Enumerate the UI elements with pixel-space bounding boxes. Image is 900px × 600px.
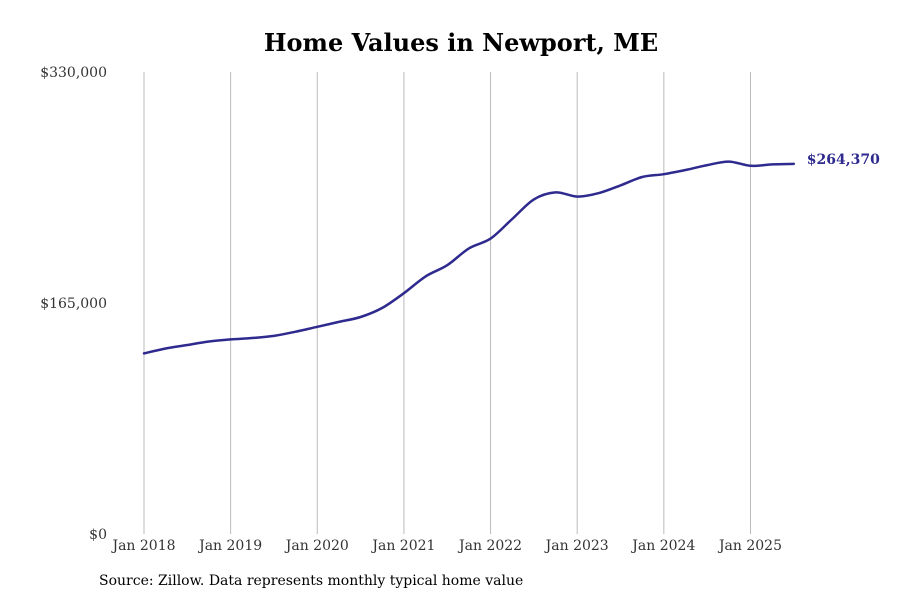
grid xyxy=(143,72,751,534)
y-tick-label: $0 xyxy=(89,527,107,543)
series-line xyxy=(142,160,796,355)
x-tick-label: Jan 2022 xyxy=(457,538,522,554)
series xyxy=(142,160,796,355)
x-tick-label: Jan 2020 xyxy=(284,538,349,554)
x-tick-label: Jan 2018 xyxy=(110,538,175,554)
x-tick-label: Jan 2025 xyxy=(717,538,782,554)
source-note: Source: Zillow. Data represents monthly … xyxy=(99,573,524,589)
y-axis-ticks: $0 $165,000 $330,000 xyxy=(40,65,107,543)
y-tick-label: $330,000 xyxy=(40,65,107,81)
y-tick-label: $165,000 xyxy=(40,296,107,312)
x-tick-label: Jan 2023 xyxy=(544,538,609,554)
x-axis-ticks: Jan 2018 Jan 2019 Jan 2020 Jan 2021 Jan 2022… xyxy=(110,538,782,554)
x-tick-label: Jan 2024 xyxy=(630,538,695,554)
end-value-label: $264,370 xyxy=(807,152,880,168)
x-tick-label: Jan 2021 xyxy=(370,538,435,554)
x-tick-label: Jan 2019 xyxy=(197,538,262,554)
chart-title: Home Values in Newport, ME xyxy=(264,28,658,57)
